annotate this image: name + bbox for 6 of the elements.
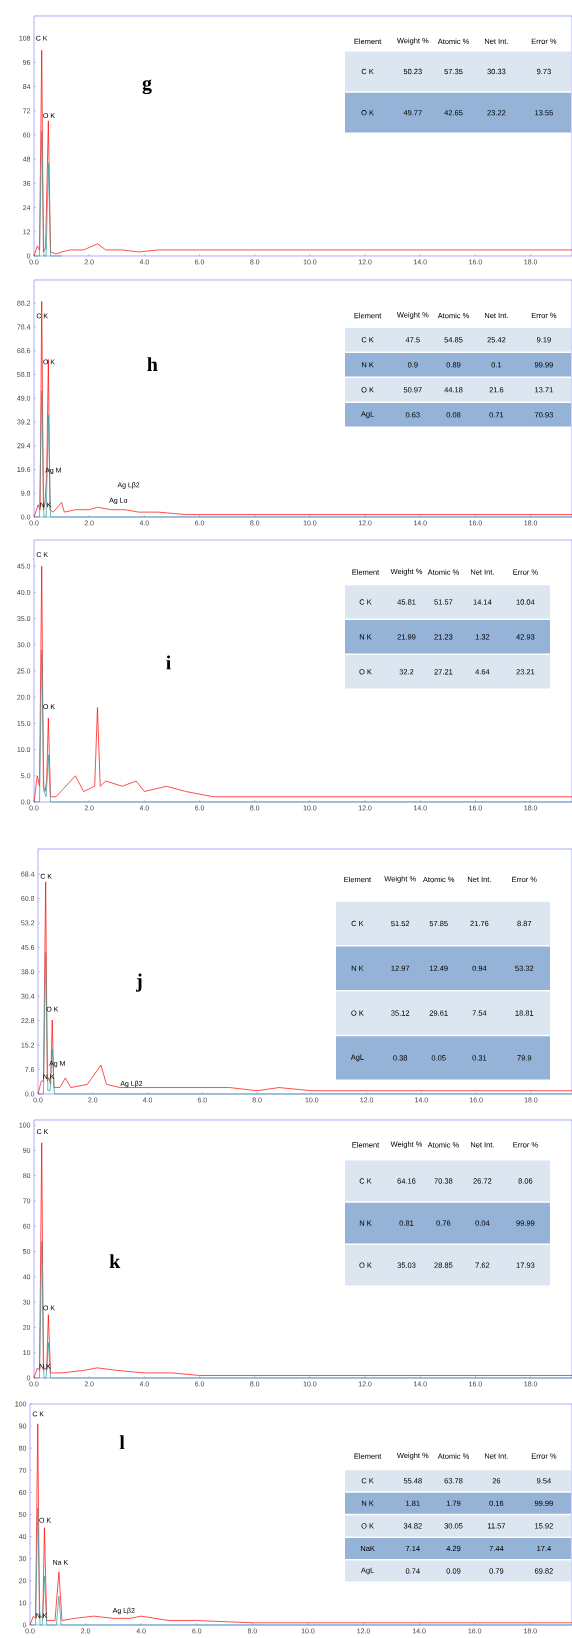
- text: j: [135, 973, 142, 992]
- text: h: [147, 357, 158, 371]
- text: i: [166, 655, 171, 670]
- text: g: [142, 79, 152, 95]
- text: k: [109, 1254, 121, 1268]
- text: l: [119, 1435, 125, 1450]
